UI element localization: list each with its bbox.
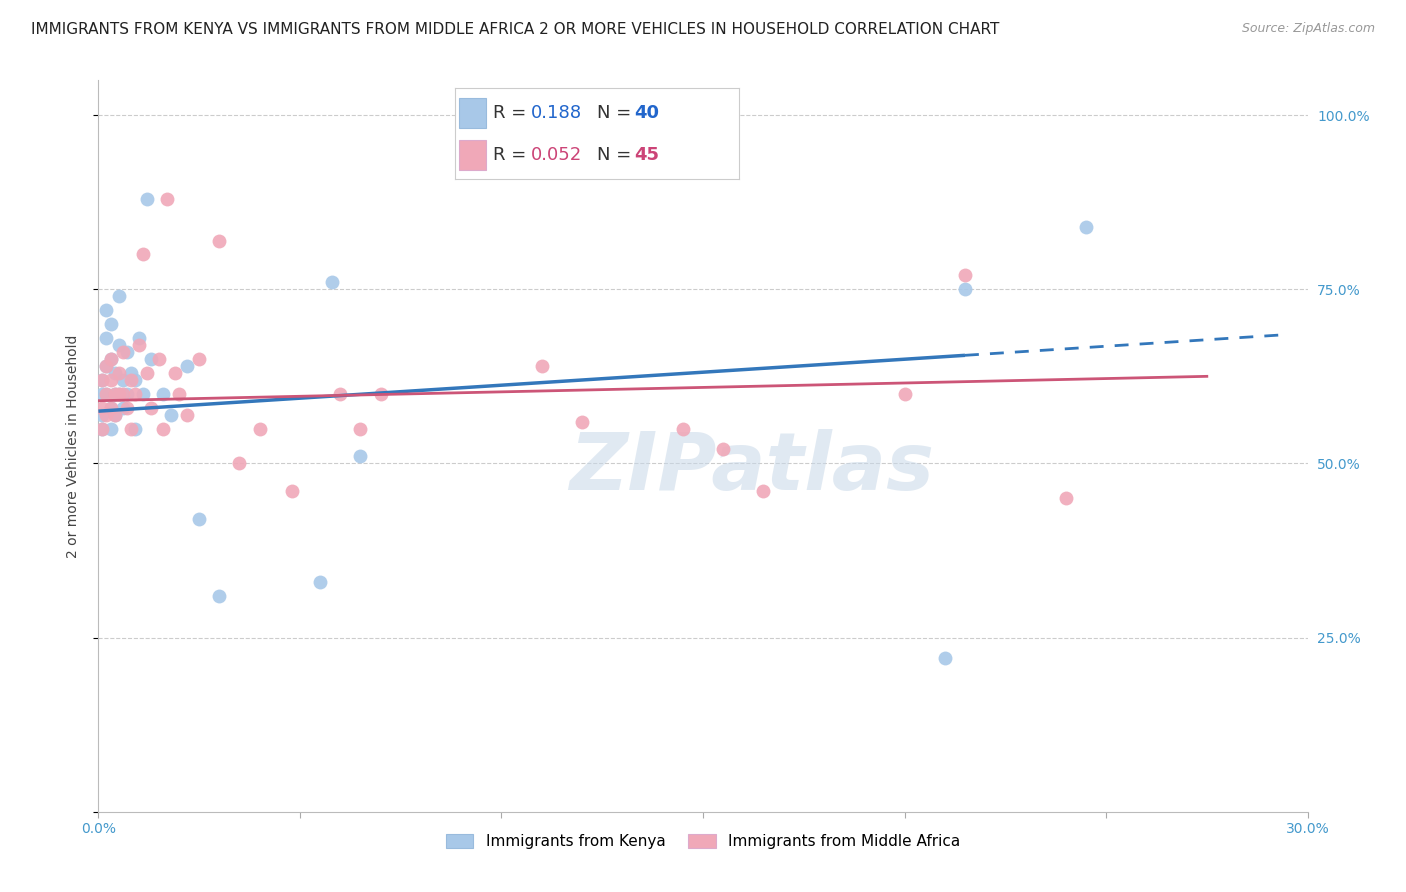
Point xyxy=(176,359,198,373)
Point xyxy=(208,589,231,603)
Point xyxy=(329,386,352,401)
Point xyxy=(91,386,114,401)
Point xyxy=(176,408,198,422)
Point xyxy=(96,359,118,373)
Point xyxy=(96,331,118,345)
Point xyxy=(103,408,125,422)
Point xyxy=(103,386,125,401)
Point xyxy=(107,338,129,352)
Point xyxy=(96,408,118,422)
Point xyxy=(249,421,271,435)
Point xyxy=(309,574,332,589)
Point xyxy=(124,386,146,401)
Point xyxy=(135,192,157,206)
Point xyxy=(96,386,118,401)
Point xyxy=(91,401,114,415)
Point xyxy=(111,345,134,359)
Point xyxy=(107,386,129,401)
Point xyxy=(115,401,138,415)
Point xyxy=(91,421,114,435)
Point xyxy=(752,484,775,499)
Point xyxy=(281,484,304,499)
Point xyxy=(208,234,231,248)
Point xyxy=(672,421,695,435)
Point xyxy=(100,373,122,387)
Point xyxy=(128,331,150,345)
Point xyxy=(107,366,129,380)
Text: IMMIGRANTS FROM KENYA VS IMMIGRANTS FROM MIDDLE AFRICA 2 OR MORE VEHICLES IN HOU: IMMIGRANTS FROM KENYA VS IMMIGRANTS FROM… xyxy=(31,22,1000,37)
Point xyxy=(111,373,134,387)
Point xyxy=(530,359,553,373)
Point xyxy=(370,386,392,401)
Point xyxy=(132,247,155,261)
Point xyxy=(100,317,122,331)
Point xyxy=(132,386,155,401)
Point xyxy=(128,338,150,352)
Point xyxy=(1074,219,1097,234)
Y-axis label: 2 or more Vehicles in Household: 2 or more Vehicles in Household xyxy=(66,334,80,558)
Point xyxy=(103,408,125,422)
Point xyxy=(91,373,114,387)
Point xyxy=(1054,491,1077,506)
Point xyxy=(120,421,142,435)
Point xyxy=(124,421,146,435)
Point xyxy=(100,401,122,415)
Point xyxy=(160,408,183,422)
Point xyxy=(96,359,118,373)
Point xyxy=(120,366,142,380)
Point xyxy=(953,268,976,283)
Point xyxy=(711,442,734,457)
Point xyxy=(100,351,122,366)
Point xyxy=(100,401,122,415)
Point xyxy=(953,282,976,296)
Point xyxy=(91,408,114,422)
Point xyxy=(91,373,114,387)
Point xyxy=(103,366,125,380)
Point xyxy=(167,386,190,401)
Point xyxy=(148,351,170,366)
Point xyxy=(156,192,179,206)
Point xyxy=(321,275,343,289)
Point xyxy=(111,386,134,401)
Point xyxy=(139,401,162,415)
Point xyxy=(934,651,956,665)
Text: ZIPatlas: ZIPatlas xyxy=(569,429,934,507)
Point xyxy=(228,457,250,471)
Point xyxy=(188,351,211,366)
Text: Source: ZipAtlas.com: Source: ZipAtlas.com xyxy=(1241,22,1375,36)
Point xyxy=(893,386,915,401)
Point xyxy=(349,450,371,464)
Point xyxy=(120,373,142,387)
Point xyxy=(107,289,129,303)
Point xyxy=(96,303,118,318)
Point xyxy=(163,366,186,380)
Point xyxy=(107,386,129,401)
Point xyxy=(115,345,138,359)
Point xyxy=(91,421,114,435)
Point xyxy=(349,421,371,435)
Point xyxy=(135,366,157,380)
Point xyxy=(124,373,146,387)
Point xyxy=(96,386,118,401)
Point xyxy=(103,386,125,401)
Point xyxy=(139,351,162,366)
Point xyxy=(152,386,174,401)
Point xyxy=(100,351,122,366)
Point xyxy=(188,512,211,526)
Legend: Immigrants from Kenya, Immigrants from Middle Africa: Immigrants from Kenya, Immigrants from M… xyxy=(440,828,966,855)
Point xyxy=(100,421,122,435)
Point xyxy=(111,401,134,415)
Point xyxy=(152,421,174,435)
Point xyxy=(115,386,138,401)
Point xyxy=(571,415,593,429)
